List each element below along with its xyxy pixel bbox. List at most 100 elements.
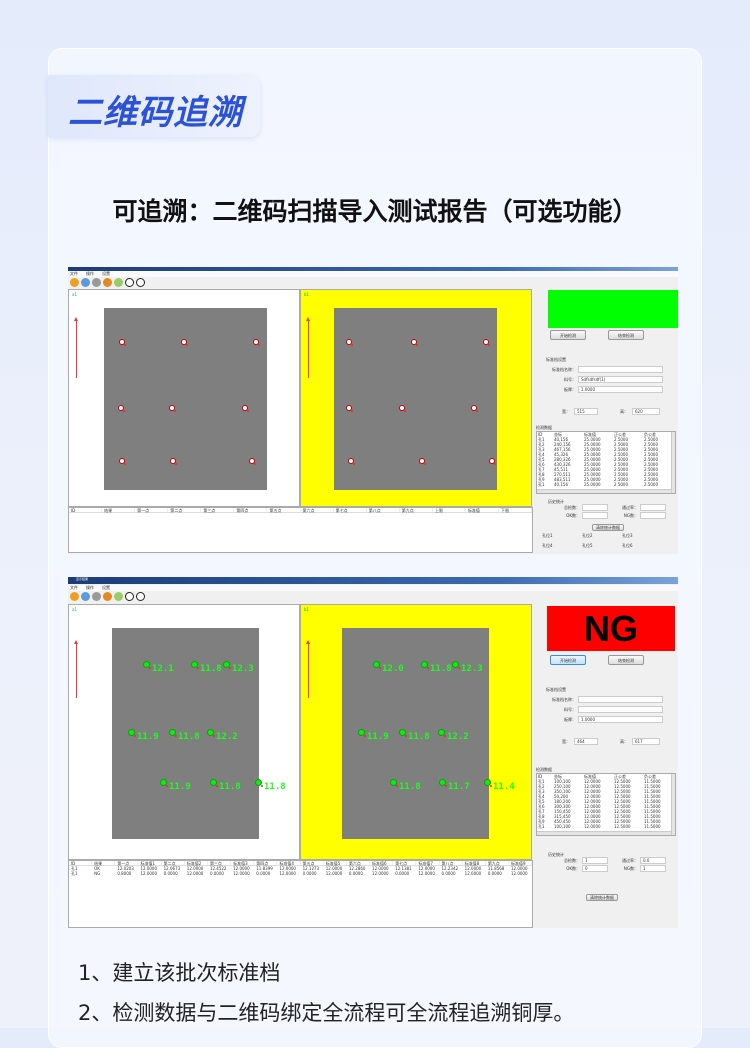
- table-header-cell[interactable]: 标准值7: [416, 861, 440, 866]
- table-header-cell[interactable]: 第一点: [135, 508, 169, 513]
- save-icon[interactable]: [81, 592, 90, 601]
- horizontal-scrollbar[interactable]: [537, 831, 673, 835]
- table-header-cell[interactable]: 第二点: [168, 508, 202, 513]
- data-row[interactable]: 孔2 240,156 25.0000 2.5000 2.5000: [537, 442, 675, 447]
- copy-icon[interactable]: [92, 278, 101, 287]
- detect-data-table[interactable]: ID 坐标 标准值 正公差 负公差 孔1 100,100 12.0000 12.5000 11.5…: [536, 773, 676, 836]
- table-header-cell[interactable]: 标准值6: [370, 861, 394, 866]
- stop-detect-button[interactable]: 结束检测: [608, 655, 644, 665]
- start-detect-button[interactable]: 开始检测: [550, 655, 586, 665]
- data-row[interactable]: 孔8 315,450 12.0000 12.5000 11.5000: [537, 814, 675, 819]
- thick-input[interactable]: 1.0000: [578, 716, 663, 723]
- table-header-cell[interactable]: 标准值: [466, 508, 500, 513]
- table-header-cell[interactable]: 结果: [102, 508, 136, 513]
- open-folder-icon[interactable]: [70, 592, 79, 601]
- data-row[interactable]: 孔6 300,300 12.0000 12.5000 11.5000: [537, 804, 675, 809]
- data-row[interactable]: 孔2 250,100 12.0000 12.5000 11.5000: [537, 784, 675, 789]
- vertical-scrollbar[interactable]: [671, 432, 675, 493]
- play-icon[interactable]: [125, 278, 134, 287]
- table-header-cell[interactable]: 第九点: [486, 861, 509, 866]
- table-header-cell[interactable]: 标准值3: [231, 861, 255, 866]
- table-header-cell[interactable]: 第二点: [162, 861, 185, 866]
- table-header-cell[interactable]: 第一点: [115, 861, 139, 866]
- menu-item[interactable]: 文件: [70, 585, 78, 590]
- table-header-cell[interactable]: 第三点: [201, 508, 235, 513]
- part-input[interactable]: Sdfsdfsdf(1): [578, 376, 663, 383]
- horizontal-scrollbar[interactable]: [537, 489, 673, 493]
- table-header-cell[interactable]: 第四点: [254, 861, 278, 866]
- table-header-cell[interactable]: 第九点: [400, 508, 433, 513]
- table-header-cell[interactable]: 标准值2: [185, 861, 208, 866]
- data-row[interactable]: 孔4 45,326 25.0000 2.5000 2.5000: [537, 452, 675, 457]
- menu-item[interactable]: 操作: [86, 585, 94, 590]
- data-row[interactable]: 孔1 40,156 25.0000 2.5000 2.5000: [537, 482, 675, 487]
- vertical-scrollbar[interactable]: [671, 774, 675, 835]
- data-row[interactable]: 孔1 100,100 12.0000 12.5000 11.5000: [537, 824, 675, 829]
- data-row[interactable]: 孔9 483,511 25.0000 2.5000 2.5000: [537, 477, 675, 482]
- table-header-cell[interactable]: 标准值1: [138, 861, 162, 866]
- data-row[interactable]: 孔8 270,511 25.0000 2.5000 2.5000: [537, 472, 675, 477]
- table-header-cell[interactable]: ID: [69, 508, 103, 513]
- data-row[interactable]: 孔9 450,450 12.0000 12.5000 11.5000: [537, 819, 675, 824]
- table-header-cell[interactable]: 标准值9: [509, 861, 533, 866]
- data-row[interactable]: 孔3 350,100 12.0000 12.5000 11.5000: [537, 789, 675, 794]
- data-row[interactable]: 孔3 467,156 25.0000 2.5000 2.5000: [537, 447, 675, 452]
- play-icon[interactable]: [125, 592, 134, 601]
- clear-stats-button[interactable]: 清除统计数据: [592, 524, 624, 531]
- table-header-cell[interactable]: 标准值5: [324, 861, 347, 866]
- data-row[interactable]: 孔6 430,326 25.0000 2.5000 2.5000: [537, 462, 675, 467]
- table-header-cell[interactable]: 第八点: [440, 861, 463, 866]
- thick-input[interactable]: 1.0000: [578, 386, 663, 393]
- table-header-cell[interactable]: 第七点: [393, 861, 417, 866]
- height-input[interactable]: 620: [632, 408, 660, 415]
- table-header-cell[interactable]: ID: [69, 861, 93, 866]
- results-table[interactable]: ID 结果 第一点 标准值1 第二点 标准值2 第三点 标准值3 第四点 标准值4 第五点 标准值5 第…: [68, 860, 533, 928]
- power-icon[interactable]: [136, 592, 145, 601]
- table-header-cell[interactable]: 第八点: [367, 508, 400, 513]
- table-header-cell[interactable]: 下限: [499, 508, 533, 513]
- data-row[interactable]: 孔7 150,450 12.0000 12.5000 11.5000: [537, 809, 675, 814]
- table-header-cell[interactable]: 第六点: [347, 861, 371, 866]
- save-icon[interactable]: [81, 278, 90, 287]
- data-row[interactable]: 孔5 180,200 12.0000 12.5000 11.5000: [537, 799, 675, 804]
- refresh-icon[interactable]: [114, 592, 123, 601]
- table-header-cell[interactable]: 结果: [92, 861, 116, 866]
- data-row[interactable]: 孔5 280,326 25.0000 2.5000 2.5000: [537, 457, 675, 462]
- menu-item[interactable]: 文件: [70, 271, 78, 276]
- data-row[interactable]: 孔1 100,100 12.0000 12.5000 11.5000: [537, 779, 675, 784]
- part-input[interactable]: [578, 706, 663, 713]
- settings-icon[interactable]: [103, 278, 112, 287]
- clear-stats-button[interactable]: 清除统计数据: [586, 894, 618, 901]
- table-header-cell[interactable]: 第三点: [208, 861, 232, 866]
- table-row[interactable]: 孔1 NG 0.8000 12.0000 0.0000 12.0000 0.0000 12.0…: [69, 871, 532, 876]
- detect-data-table[interactable]: ID 坐标 标准值 正公差 负公差 孔1 40,156 25.0000 2.5000 2.5000…: [536, 431, 676, 494]
- table-row[interactable]: 孔1 OK 12.0203 12.0000 12.0673 12.0000 12.4522 1…: [69, 866, 532, 871]
- table-header-cell[interactable]: 第六点: [301, 508, 334, 513]
- width-input[interactable]: 515: [574, 408, 598, 415]
- power-icon[interactable]: [136, 278, 145, 287]
- refresh-icon[interactable]: [114, 278, 123, 287]
- copy-icon[interactable]: [92, 592, 101, 601]
- table-header-cell[interactable]: 第五点: [301, 861, 324, 866]
- table-header-cell[interactable]: 第四点: [234, 508, 268, 513]
- start-detect-button[interactable]: 开始检测: [550, 330, 586, 340]
- name-input[interactable]: [578, 696, 663, 703]
- menu-item[interactable]: 操作: [86, 271, 94, 276]
- width-input[interactable]: 464: [574, 738, 598, 745]
- table-header-cell[interactable]: 标准值8: [463, 861, 486, 866]
- height-input[interactable]: 617: [632, 738, 660, 745]
- data-row[interactable]: 孔7 45,511 25.0000 2.5000 2.5000: [537, 467, 675, 472]
- data-row[interactable]: 孔4 50,200 12.0000 12.5000 11.5000: [537, 794, 675, 799]
- data-row[interactable]: 孔1 40,156 25.0000 2.5000 2.5000: [537, 437, 675, 442]
- menu-item[interactable]: 设置: [102, 585, 110, 590]
- table-header-cell[interactable]: 第七点: [334, 508, 367, 513]
- stop-detect-button[interactable]: 结束检测: [608, 330, 644, 340]
- results-table[interactable]: ID 结果 第一点 第二点 第三点 第四点 第五点 第六点 第七点 第八点 第九点 上限 标准值 下限: [68, 507, 533, 553]
- settings-icon[interactable]: [103, 592, 112, 601]
- table-header-cell[interactable]: 标准值4: [277, 861, 301, 866]
- menu-item[interactable]: 设置: [102, 271, 110, 276]
- table-header-cell[interactable]: 上限: [433, 508, 466, 513]
- name-input[interactable]: [578, 366, 663, 373]
- table-header-cell[interactable]: 第五点: [267, 508, 301, 513]
- open-folder-icon[interactable]: [70, 278, 79, 287]
